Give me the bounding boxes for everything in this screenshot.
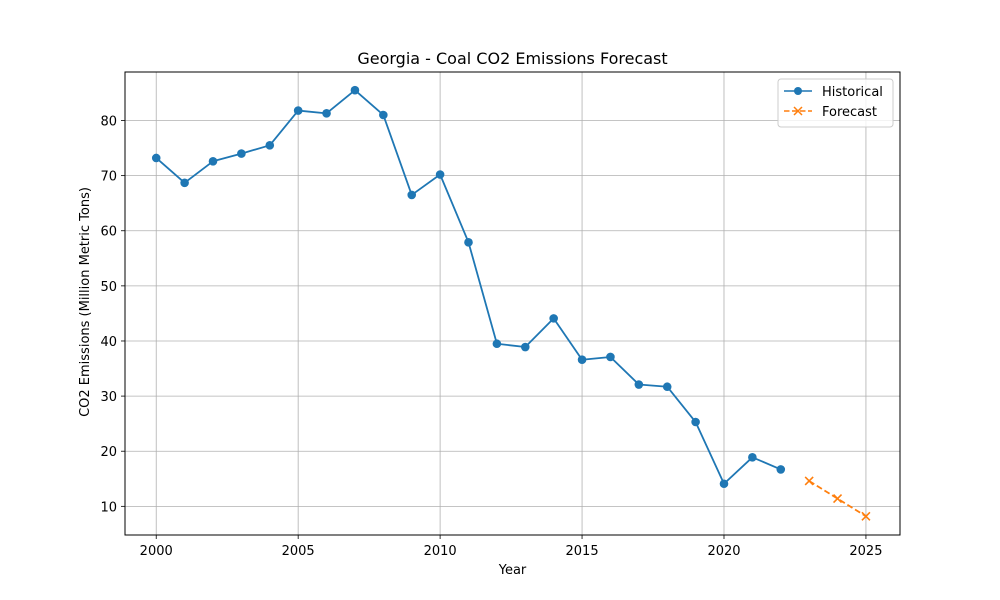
data-point — [776, 465, 786, 474]
y-axis-title: CO2 Emissions (Million Metric Tons) — [78, 187, 93, 417]
data-point — [520, 342, 530, 352]
legend: Historical Forecast — [777, 78, 894, 128]
x-tick-label: 2000 — [140, 544, 173, 559]
data-point — [237, 149, 246, 158]
y-tick-label: 10 — [100, 500, 117, 515]
x-axis-title: Year — [498, 563, 527, 578]
series-historical — [151, 85, 786, 489]
data-point — [861, 511, 871, 521]
data-point — [350, 85, 360, 95]
data-point — [549, 314, 558, 323]
data-point — [606, 352, 615, 362]
data-point — [379, 110, 388, 120]
data-point — [691, 417, 700, 427]
legend-entry-historical: Historical — [784, 85, 883, 100]
y-tick-label: 80 — [100, 115, 117, 130]
x-tick-label: 2025 — [849, 544, 882, 559]
axis-ticks: 2000 2005 2010 2015 2020 2025 10 20 30 40 50 60 70 80 — [100, 115, 882, 559]
legend-entry-forecast: Forecast — [784, 105, 877, 120]
x-tick-label: 2005 — [282, 544, 315, 559]
legend-historical-label: Historical — [822, 85, 883, 100]
data-point — [208, 156, 218, 166]
data-point — [719, 479, 729, 489]
plot-series — [151, 85, 871, 521]
x-tick-label: 2020 — [707, 544, 740, 559]
y-tick-label: 70 — [100, 170, 117, 185]
data-point — [435, 170, 445, 179]
legend-forecast-marker — [793, 106, 803, 116]
plot-frame — [124, 71, 901, 536]
data-point — [662, 382, 672, 392]
data-point — [748, 452, 757, 462]
x-tick-label: 2015 — [566, 544, 599, 559]
chart-title: Georgia - Coal CO2 Emissions Forecast — [357, 49, 667, 68]
y-tick-label: 50 — [100, 280, 117, 295]
x-tick-label: 2010 — [424, 544, 457, 559]
data-point — [265, 141, 275, 150]
y-tick-label: 20 — [100, 445, 117, 460]
data-point — [577, 355, 587, 365]
data-point — [407, 190, 417, 200]
data-point — [464, 238, 473, 247]
data-point — [322, 109, 331, 118]
data-point — [804, 476, 814, 486]
y-tick-label: 30 — [100, 390, 117, 405]
series-forecast-line — [808, 480, 867, 518]
data-point — [180, 178, 189, 188]
data-point — [832, 494, 843, 504]
legend-forecast-label: Forecast — [822, 105, 877, 120]
y-tick-label: 60 — [100, 225, 117, 240]
data-point — [151, 153, 161, 163]
grid — [125, 72, 900, 535]
data-point — [293, 106, 303, 115]
data-point — [634, 380, 644, 389]
y-tick-label: 40 — [100, 335, 117, 350]
legend-historical-marker — [794, 87, 802, 95]
series-forecast — [804, 476, 871, 521]
data-point — [492, 339, 502, 349]
